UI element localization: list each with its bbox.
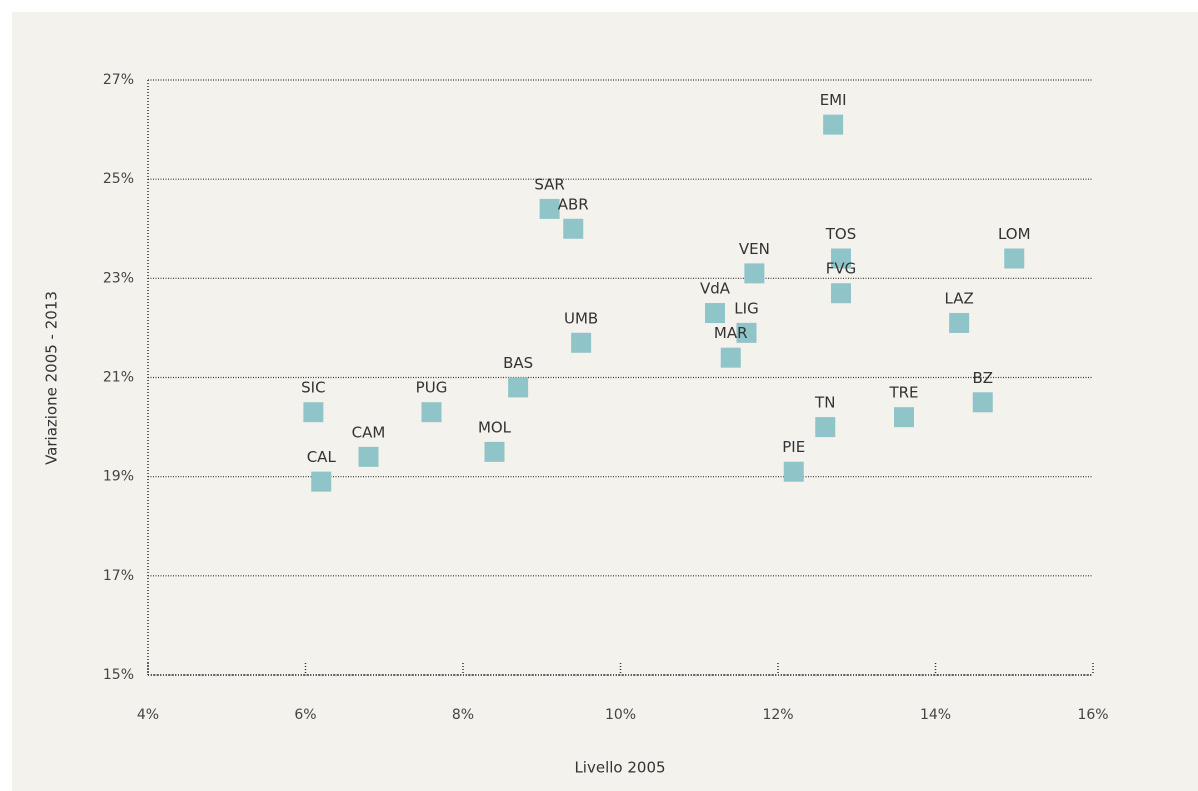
point-label: VdA (700, 280, 731, 298)
y-tick-label: 15% (103, 667, 134, 683)
point-label: BZ (972, 369, 993, 387)
point (421, 402, 442, 423)
point-label: CAL (307, 448, 337, 466)
point (571, 332, 592, 353)
point (539, 198, 560, 219)
point-label: SAR (534, 175, 564, 193)
point (831, 283, 851, 304)
point (705, 303, 725, 324)
chart-background (12, 12, 1198, 791)
y-tick-label: 27% (103, 72, 134, 88)
y-axis-title: Variazione 2005 - 2013 (43, 291, 61, 465)
point-label: ABR (558, 195, 589, 213)
x-tick-label: 8% (452, 707, 474, 723)
point-label: PIE (782, 438, 805, 456)
y-tick-label: 19% (103, 469, 134, 485)
point-label: TOS (825, 225, 857, 243)
x-tick-label: 14% (920, 707, 951, 723)
point (736, 322, 757, 343)
x-tick-label: 16% (1077, 707, 1108, 723)
point (894, 407, 914, 428)
point-label: LOM (998, 225, 1031, 243)
point (1004, 248, 1025, 269)
x-tick-label: 4% (137, 707, 159, 723)
point-label: UMB (564, 309, 598, 327)
y-tick-label: 25% (103, 171, 134, 187)
point-label: TN (814, 394, 835, 412)
point (823, 114, 844, 135)
point-label: VEN (739, 240, 770, 258)
point (303, 402, 324, 423)
x-axis-title: Livello 2005 (574, 759, 665, 777)
point (972, 392, 993, 413)
y-tick-label: 23% (103, 270, 134, 286)
point (484, 441, 505, 462)
point-label: BAS (503, 354, 533, 372)
x-tick-label: 10% (605, 707, 636, 723)
point (815, 417, 836, 438)
point-label: CAM (352, 423, 386, 441)
point (949, 312, 970, 333)
point-label: TRE (888, 384, 918, 402)
point (783, 461, 804, 482)
x-tick-label: 6% (294, 707, 316, 723)
point-label: PUG (416, 379, 448, 397)
y-tick-label: 17% (103, 568, 134, 584)
point (563, 218, 584, 239)
point (744, 263, 765, 284)
point (508, 377, 529, 398)
point (358, 446, 379, 467)
x-tick-label: 12% (762, 707, 793, 723)
point (720, 347, 741, 368)
point-label: MAR (714, 324, 748, 342)
y-tick-label: 21% (103, 370, 134, 386)
point-label: FVG (826, 260, 857, 278)
point-label: EMI (820, 91, 847, 109)
point-label: LAZ (945, 289, 974, 307)
point-label: MOL (478, 418, 512, 436)
point (831, 248, 851, 269)
point-label: SIC (301, 379, 325, 397)
point (311, 471, 332, 492)
point-label: LIG (734, 299, 758, 317)
